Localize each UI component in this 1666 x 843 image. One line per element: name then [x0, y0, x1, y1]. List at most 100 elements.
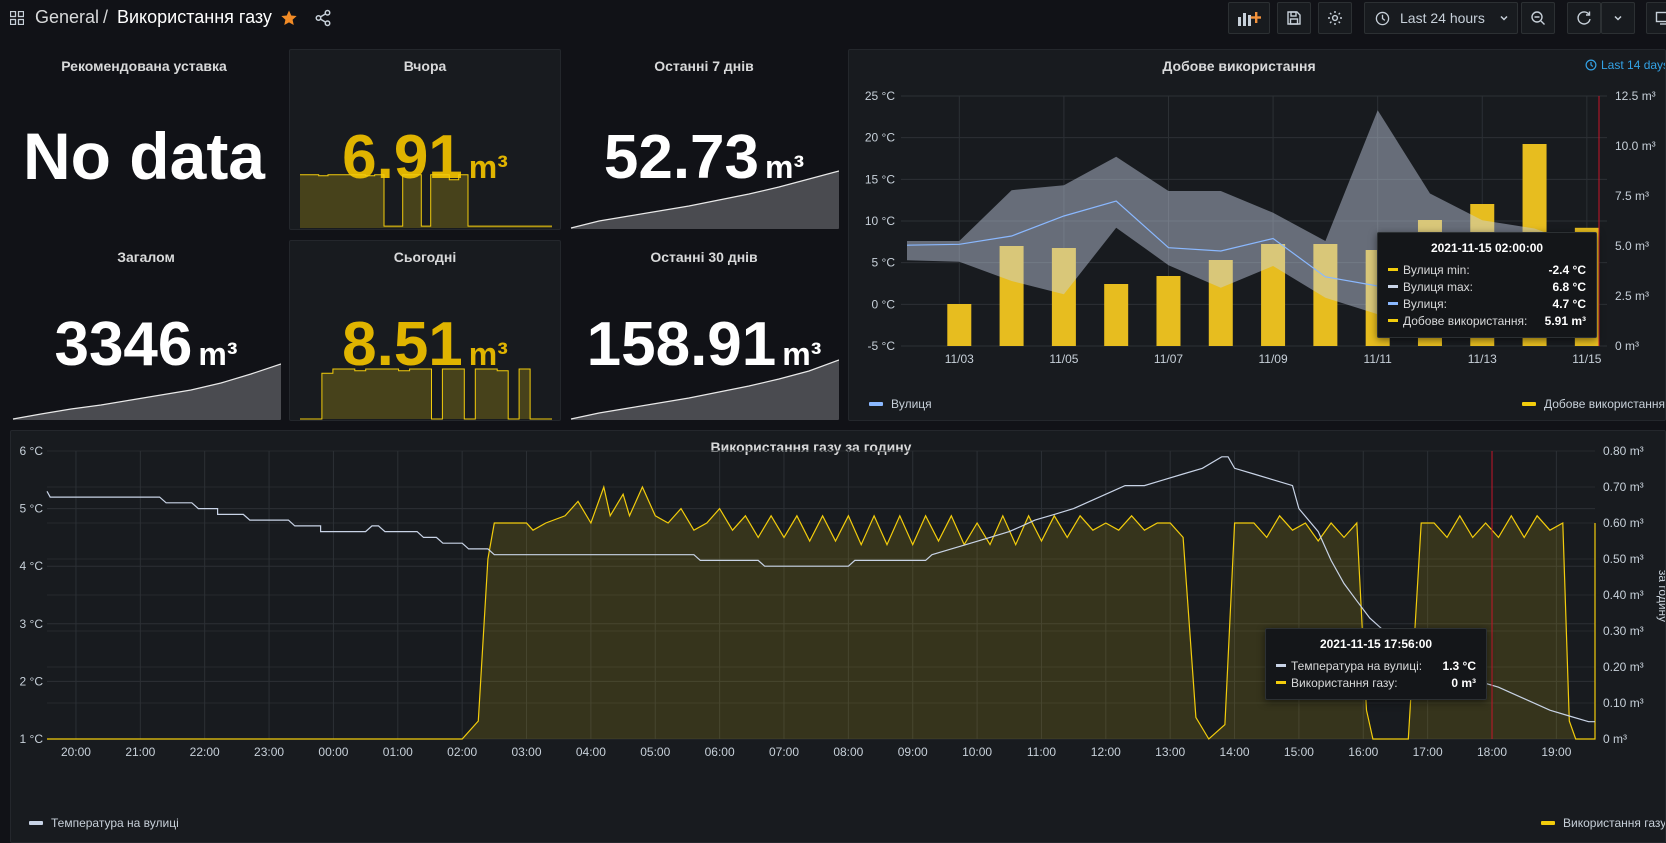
x-tick-label: 05:00 [640, 745, 670, 759]
tooltip-time: 2021-11-15 17:56:00 [1319, 637, 1433, 651]
panel-last-30-days[interactable]: Останні 30 днів 158.91 m³ [568, 240, 840, 421]
time-range-label: Last 24 hours [1400, 10, 1485, 26]
tooltip-row: Вулиця max: 6.8 °C [1388, 278, 1586, 295]
tooltip-time: 2021-11-15 02:00:00 [1430, 241, 1544, 255]
panel-yesterday[interactable]: Вчора 6.91 m³ [289, 49, 561, 230]
y-right-tick-label: 0.70 m³ [1603, 480, 1644, 494]
tooltip-swatch [1388, 268, 1398, 271]
bar [999, 246, 1024, 346]
x-tick-label: 11/05 [1049, 352, 1078, 366]
sparkline [300, 368, 552, 420]
y-tick-label: 20 °C [865, 131, 895, 145]
chevron-down-icon [1500, 15, 1508, 21]
stat-value: 158.91 m³ [569, 309, 839, 380]
y-tick-label: 3 °C [20, 617, 44, 631]
legend-swatch [1541, 821, 1555, 825]
legend-swatch [869, 402, 883, 406]
bar [1313, 244, 1338, 346]
top-bar: General / Використання газу [0, 0, 1666, 36]
y-tick-label: 15 °C [865, 172, 895, 186]
save-button[interactable] [1277, 2, 1311, 34]
y-right-axis-label: за годину [1656, 570, 1666, 622]
x-tick-label: 11/09 [1259, 352, 1288, 366]
tooltip-label: Використання газу: [1291, 675, 1398, 690]
panel-title: Загалом [117, 249, 175, 265]
add-panel-icon [1238, 12, 1261, 26]
x-tick-label: 04:00 [576, 745, 606, 759]
panel-hourly-usage[interactable]: Використання газу за годину 1 °C 2 °C 3 °C… [10, 430, 1666, 843]
breadcrumb-folder[interactable]: General [35, 7, 100, 27]
legend-gas-usage[interactable]: Використання газу [1541, 816, 1665, 830]
tooltip-label: Вулиця max: [1403, 279, 1474, 294]
stat-value: 8.51 m³ [290, 309, 560, 380]
panel-daily-usage[interactable]: Добове використання Last 14 days -5 °C 0 … [848, 49, 1666, 421]
panel-title: Останні 30 днів [650, 249, 758, 265]
y-tick-label: 10 °C [865, 214, 895, 228]
y-right-tick-label: 0 m³ [1603, 732, 1627, 746]
x-tick-label: 22:00 [190, 745, 220, 759]
sparkline [570, 359, 839, 420]
tooltip-swatch [1388, 319, 1398, 322]
stat-unit: m³ [782, 336, 822, 372]
y-right-tick-label: 0.60 m³ [1603, 516, 1644, 530]
add-panel-button[interactable] [1228, 2, 1270, 34]
bar [1156, 276, 1181, 346]
x-tick-label: 11/15 [1572, 352, 1601, 366]
zoom-out-button[interactable] [1521, 2, 1555, 34]
legend-daily-usage[interactable]: Добове використання [1522, 397, 1665, 411]
x-tick-label: 17:00 [1413, 745, 1443, 759]
time-picker[interactable]: Last 24 hours [1364, 2, 1518, 34]
hourly-chart[interactable]: 1 °C 2 °C 3 °C 4 °C 5 °C 6 °C 0 m³ 0.10 m³ 0.20 … [11, 431, 1666, 843]
tv-mode-button[interactable] [1646, 2, 1666, 34]
tooltip-row: Добове використання: 5.91 m³ [1388, 312, 1586, 329]
share-icon[interactable] [314, 9, 332, 27]
tooltip-value: 4.7 °C [1552, 296, 1586, 311]
panel-title: Рекомендована уставка [61, 58, 227, 74]
x-tick-label: 03:00 [512, 745, 542, 759]
star-icon[interactable] [280, 9, 298, 27]
settings-button[interactable] [1318, 2, 1352, 34]
y-tick-label: 4 °C [20, 559, 44, 573]
refresh-button[interactable] [1567, 2, 1601, 34]
y-right-tick-label: 2.5 m³ [1615, 289, 1649, 303]
legend-outdoor-temp[interactable]: Температура на вулиці [29, 816, 179, 830]
legend-swatch [1522, 402, 1536, 406]
tooltip-value: 6.8 °C [1552, 279, 1586, 294]
stat-unit: m³ [198, 336, 238, 372]
y-right-tick-label: 12.5 m³ [1615, 89, 1656, 103]
chart-tooltip: 2021-11-15 17:56:00 Температура на вулиц… [1265, 628, 1487, 700]
y-right-tick-label: 0.50 m³ [1603, 552, 1644, 566]
panel-title: Вчора [403, 58, 447, 74]
tooltip-value: -2.4 °C [1548, 262, 1586, 277]
stat-number: 3346 [54, 310, 193, 379]
panel-recommended-setpoint[interactable]: Рекомендована уставка No data [10, 49, 278, 230]
x-tick-label: 11/03 [945, 352, 974, 366]
grid-icon[interactable] [10, 11, 24, 25]
panel-last-7-days[interactable]: Останні 7 днів 52.73 m³ [568, 49, 840, 230]
y-right-tick-label: 0.20 m³ [1603, 660, 1644, 674]
gear-icon [1328, 11, 1342, 25]
time-override-info[interactable]: Last 14 days [1585, 58, 1665, 72]
refresh-interval-dropdown[interactable] [1601, 2, 1635, 34]
stat-number: 158.91 [586, 310, 777, 379]
tooltip-label: Температура на вулиці: [1291, 658, 1423, 673]
breadcrumb-separator: / [103, 7, 109, 27]
panel-today[interactable]: Сьогодні 8.51 m³ [289, 240, 561, 421]
y-right-tick-label: 5.0 m³ [1615, 239, 1649, 253]
tooltip-row: Вулиця: 4.7 °C [1388, 295, 1586, 312]
y-tick-label: 1 °C [20, 732, 44, 746]
sparkline-area [300, 174, 552, 228]
sparkline [12, 363, 281, 420]
y-right-tick-label: 0.30 m³ [1603, 624, 1644, 638]
tooltip-swatch [1388, 285, 1398, 288]
panel-total[interactable]: Загалом 3346 m³ [10, 240, 282, 421]
y-tick-label: 5 °C [872, 256, 896, 270]
tooltip-label: Вулиця: [1403, 296, 1448, 311]
clock-icon [1585, 59, 1597, 71]
legend-street[interactable]: Вулиця [869, 397, 932, 411]
y-right-tick-label: 0 m³ [1615, 339, 1639, 353]
x-tick-label: 02:00 [447, 745, 477, 759]
dashboard-title[interactable]: Використання газу [117, 7, 272, 27]
y-right-tick-label: 0.10 m³ [1603, 696, 1644, 710]
bar [947, 304, 972, 346]
